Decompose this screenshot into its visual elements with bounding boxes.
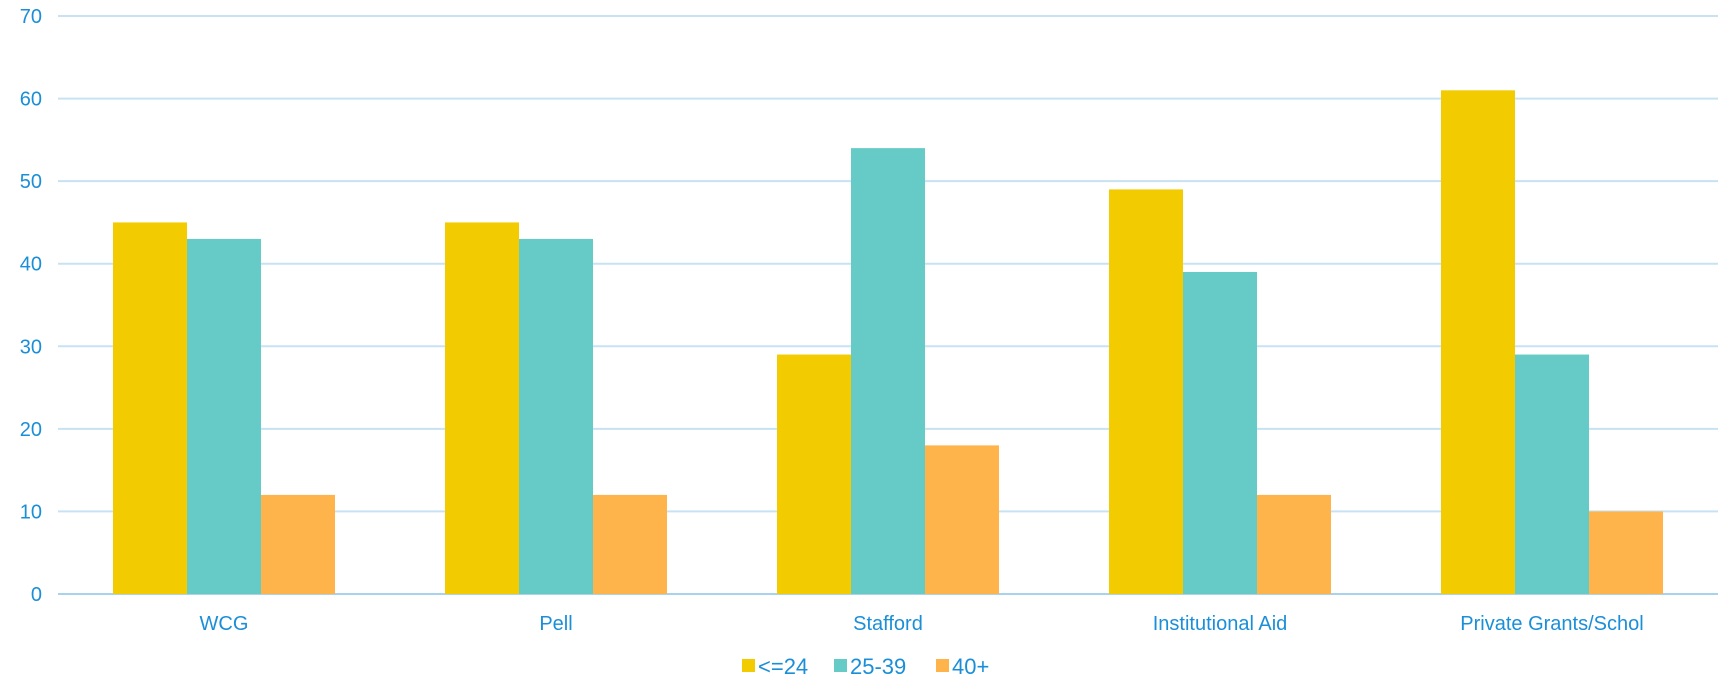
bar-24-2 <box>777 354 851 594</box>
y-tick-label: 70 <box>20 6 42 28</box>
legend: <=24 25-39 40+ <box>742 654 989 679</box>
bar-24-1 <box>445 222 519 594</box>
bar-24-3 <box>1109 189 1183 594</box>
y-tick-label: 10 <box>20 501 42 523</box>
x-tick-label: WCG <box>200 613 249 635</box>
bar-24-4 <box>1441 90 1515 595</box>
y-tick-label: 30 <box>20 336 42 358</box>
bar-25-39-2 <box>851 148 925 594</box>
x-axis-ticks: WCG Pell Stafford Institutional Aid Private … <box>200 613 1644 635</box>
bar-24-0 <box>113 222 187 594</box>
legend-label: <=24 <box>758 654 808 679</box>
bar-25-39-1 <box>519 238 593 594</box>
y-tick-label: 50 <box>20 171 42 193</box>
bar-25-39-4 <box>1515 354 1589 594</box>
bar-40-2 <box>925 445 999 594</box>
bar-40-4 <box>1589 511 1663 594</box>
y-tick-label: 60 <box>20 89 42 111</box>
bar-25-39-3 <box>1183 271 1257 594</box>
bar-40-1 <box>593 494 667 594</box>
y-tick-label: 40 <box>20 254 42 276</box>
bar-40-0 <box>261 494 335 594</box>
legend-swatch <box>834 659 847 672</box>
y-axis-ticks: 0 10 20 30 40 50 60 70 <box>20 6 42 606</box>
legend-swatch <box>936 659 949 672</box>
bar-40-3 <box>1257 494 1331 594</box>
x-tick-label: Stafford <box>853 613 923 635</box>
legend-swatch <box>742 659 755 672</box>
bar-25-39-0 <box>187 238 261 594</box>
x-tick-label: Pell <box>539 613 572 635</box>
legend-label: 40+ <box>952 654 989 679</box>
legend-label: 25-39 <box>850 654 906 679</box>
y-tick-label: 20 <box>20 419 42 441</box>
x-tick-label: Private Grants/Schol <box>1460 613 1643 635</box>
bars <box>113 90 1663 595</box>
x-tick-label: Institutional Aid <box>1153 613 1288 635</box>
y-tick-label: 0 <box>31 584 42 606</box>
